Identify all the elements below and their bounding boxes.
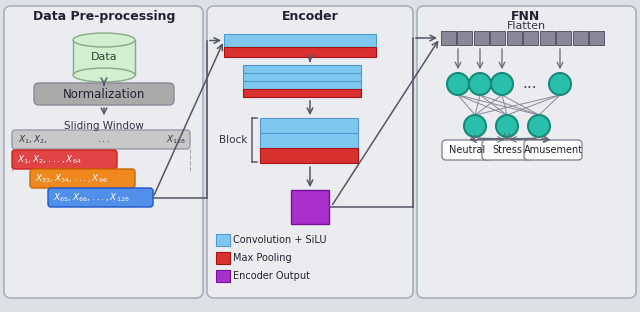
FancyBboxPatch shape [482, 140, 532, 160]
FancyBboxPatch shape [34, 83, 174, 105]
Bar [224, 34, 376, 47]
Circle shape [491, 73, 513, 95]
Text: FNN: FNN [511, 10, 541, 23]
Text: Stress: Stress [492, 145, 522, 155]
Bar [573, 31, 588, 45]
Bar [243, 73, 361, 81]
Bar [589, 31, 604, 45]
Ellipse shape [73, 33, 135, 47]
Text: Amusement: Amusement [524, 145, 582, 155]
Text: Convolution + SiLU: Convolution + SiLU [233, 235, 326, 245]
Bar [440, 31, 456, 45]
Ellipse shape [73, 68, 135, 82]
Bar [291, 190, 329, 224]
FancyBboxPatch shape [417, 6, 636, 298]
Text: Flatten: Flatten [506, 21, 545, 31]
Circle shape [447, 73, 469, 95]
Bar [490, 31, 505, 45]
Bar [216, 252, 230, 264]
Bar [540, 31, 554, 45]
FancyBboxPatch shape [524, 140, 582, 160]
Text: Data: Data [91, 52, 117, 62]
FancyBboxPatch shape [442, 140, 492, 160]
Circle shape [464, 115, 486, 137]
Bar [260, 148, 358, 163]
Text: $...$: $...$ [97, 135, 111, 144]
Circle shape [528, 115, 550, 137]
Text: Sliding Window: Sliding Window [64, 121, 144, 131]
Bar [474, 31, 488, 45]
Bar [260, 133, 358, 148]
Bar [506, 31, 522, 45]
Text: $X_{33}, X_{34}, ..., X_{96}$: $X_{33}, X_{34}, ..., X_{96}$ [35, 172, 108, 185]
Text: Max Pooling: Max Pooling [233, 253, 292, 263]
Text: Neutral: Neutral [449, 145, 485, 155]
Bar [243, 89, 361, 97]
FancyBboxPatch shape [12, 130, 190, 149]
Text: Normalization: Normalization [63, 87, 145, 100]
FancyBboxPatch shape [4, 6, 203, 298]
Text: Data Pre-processing: Data Pre-processing [33, 10, 175, 23]
FancyBboxPatch shape [48, 188, 153, 207]
Text: $X_1, X_2, ..., X_{64}$: $X_1, X_2, ..., X_{64}$ [17, 153, 82, 166]
Text: ...: ... [523, 76, 538, 91]
Bar [523, 31, 538, 45]
Text: Encoder Output: Encoder Output [233, 271, 310, 281]
Text: Block: Block [219, 135, 247, 145]
Bar [243, 81, 361, 89]
FancyBboxPatch shape [207, 6, 413, 298]
Circle shape [549, 73, 571, 95]
Text: $X_1, X_2,$: $X_1, X_2,$ [18, 133, 48, 146]
Circle shape [496, 115, 518, 137]
Bar [243, 65, 361, 73]
FancyBboxPatch shape [12, 150, 117, 169]
FancyBboxPatch shape [30, 169, 135, 188]
Bar [556, 31, 571, 45]
Bar [260, 118, 358, 133]
Circle shape [469, 73, 491, 95]
Text: Encoder: Encoder [282, 10, 339, 23]
Bar [457, 31, 472, 45]
Text: $X_{128}$: $X_{128}$ [166, 133, 186, 146]
Bar [224, 47, 376, 57]
Text: $X_{65}, X_{66}, ..., X_{128}$: $X_{65}, X_{66}, ..., X_{128}$ [53, 191, 130, 204]
Bar [216, 270, 230, 282]
Bar [216, 234, 230, 246]
Bar [73, 40, 135, 75]
